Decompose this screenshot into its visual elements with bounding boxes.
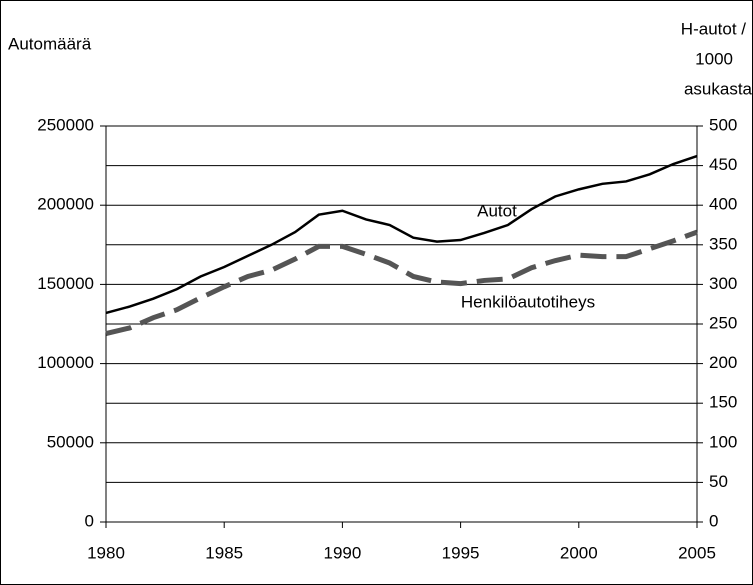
y2-tick-label: 350 — [709, 234, 737, 253]
x-tick-label: 2005 — [678, 543, 716, 562]
y2-tick-label: 100 — [709, 432, 737, 451]
y-tick-label: 0 — [85, 511, 94, 530]
y2-tick-label: 250 — [709, 313, 737, 332]
x-tick-label: 1995 — [442, 543, 480, 562]
y2-axis-label: 1000 — [695, 49, 733, 68]
y-tick-label: 250000 — [37, 115, 94, 134]
x-tick-label: 2000 — [560, 543, 598, 562]
y2-tick-label: 50 — [709, 472, 728, 491]
y-tick-label: 150000 — [37, 274, 94, 293]
y2-tick-label: 450 — [709, 155, 737, 174]
y2-axis-label: asukasta — [684, 79, 753, 98]
y2-tick-label: 150 — [709, 393, 737, 412]
y-axis-label: Automäärä — [8, 34, 92, 53]
series-line — [105, 229, 698, 336]
y2-tick-label: 500 — [709, 115, 737, 134]
y-tick-label: 200000 — [37, 195, 94, 214]
x-tick-label: 1985 — [205, 543, 243, 562]
series-label: Henkilöautotiheys — [461, 292, 595, 311]
y2-tick-label: 300 — [709, 274, 737, 293]
y-tick-label: 100000 — [37, 353, 94, 372]
y2-tick-label: 200 — [709, 353, 737, 372]
x-tick-label: 1990 — [323, 543, 361, 562]
series-label: Autot — [477, 201, 517, 220]
series-line — [105, 154, 698, 315]
y2-tick-label: 400 — [709, 195, 737, 214]
y2-tick-label: 0 — [709, 511, 718, 530]
y-tick-label: 50000 — [47, 432, 94, 451]
x-tick-label: 1980 — [87, 543, 125, 562]
y2-axis-label: H-autot / — [681, 19, 746, 38]
